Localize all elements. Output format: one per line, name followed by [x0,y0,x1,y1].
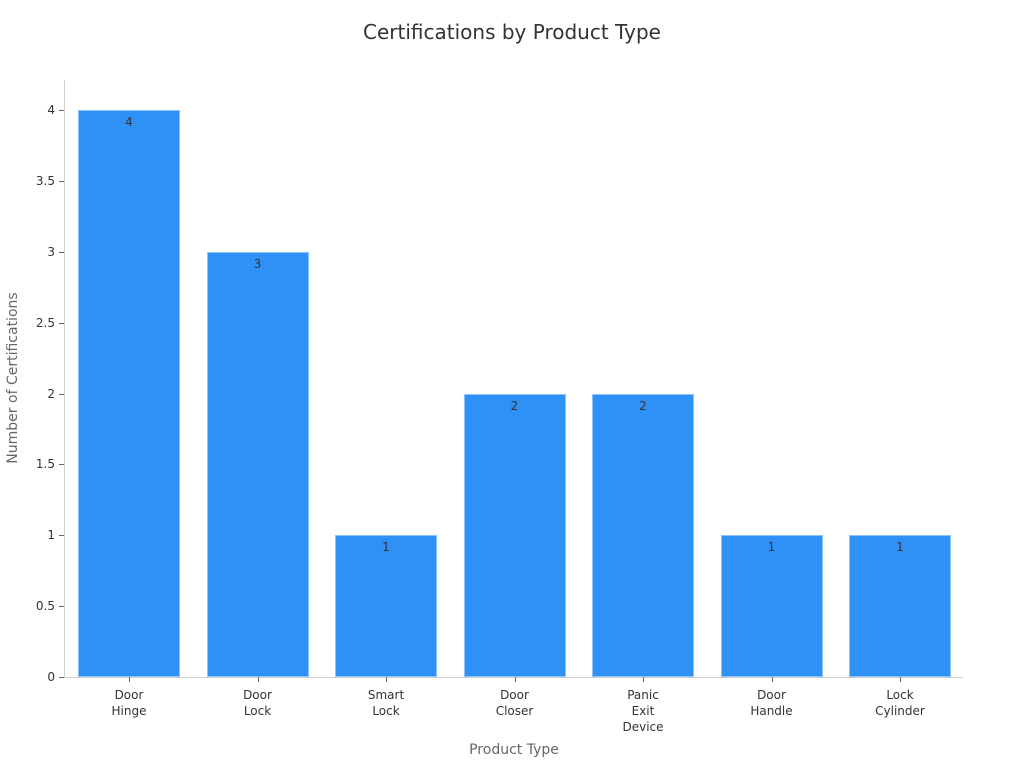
y-axis-line [64,80,65,677]
x-tick-label: Panic Exit Device [622,688,664,734]
x-tick-mark [771,677,773,682]
bar-door-closer[interactable]: 2 [463,393,566,677]
y-tick: 2.5 [4,316,64,337]
y-tick: 4 [4,103,64,124]
y-tick: 1 [4,528,64,549]
y-tick-mark [59,606,64,608]
x-tick-mark [257,677,259,682]
bar-value-label: 4 [125,115,133,129]
bar-value-label: 1 [382,540,390,555]
y-tick-mark [59,180,64,182]
x-tick-mark [386,677,387,682]
x-axis-line [64,677,963,678]
y-tick-mark [59,677,64,678]
y-tick-label: 3 [47,244,55,259]
bar-value-label: 2 [639,398,647,413]
bar-smart-lock[interactable]: 1 [335,535,437,677]
bar-lock-cylinder[interactable]: 1 [849,535,951,677]
y-tick: 3.5 [4,174,64,195]
y-tick-label: 2.5 [35,315,55,330]
x-axis-label: Product Type [469,742,559,758]
y-tick-mark [59,110,64,111]
y-tick: 1.5 [4,457,64,478]
x-tick-label: Door Hinge [111,688,147,718]
y-axis-label: Number of Certifications [5,292,21,464]
x-tick-mark [514,677,516,682]
x-tick-label: Door Closer [495,688,534,718]
chart-title: Certifications by Product Type [363,20,661,44]
y-tick-label: 3.5 [35,173,55,188]
y-tick-label: 2 [47,386,55,401]
y-tick-mark [59,322,64,324]
bar-value-label: 1 [896,540,904,555]
bar-value-label: 3 [253,256,262,271]
x-tick-mark [129,677,130,682]
x-tick-label: Door Handle [750,688,793,718]
x-tick-label: Door Lock [243,688,272,718]
y-tick: 0 [4,670,64,691]
bar-value-label: 2 [510,398,519,413]
bar-door-hinge[interactable]: 4 [78,110,180,677]
y-tick-mark [59,464,64,466]
y-tick-label: 1 [47,528,55,543]
bar-value-label: 1 [767,540,776,555]
y-tick-label: 0 [47,670,55,684]
y-tick-label: 4 [47,103,55,117]
y-tick-label: 1.5 [35,457,55,472]
plot-area: 0 0.5 1 1.5 2 2.5 3 3.5 4 4 Door Hinge 3 Door Lock 1 S… [36,80,963,734]
y-tick-label: 0.5 [35,599,55,614]
y-tick-mark [59,535,64,537]
x-tick-mark [900,677,901,682]
y-tick: 2 [4,387,64,408]
x-tick-mark [643,677,644,682]
bar-door-lock[interactable]: 3 [206,251,309,677]
y-tick: 0.5 [4,599,64,620]
y-tick-mark [59,393,64,395]
x-tick-label: Lock Cylinder [875,688,925,718]
x-tick-label: Smart Lock [367,688,405,718]
y-tick: 3 [4,245,64,266]
bar-panic-exit-device[interactable]: 2 [592,393,694,677]
bar-door-handle[interactable]: 1 [720,535,823,677]
y-tick-mark [59,251,64,253]
